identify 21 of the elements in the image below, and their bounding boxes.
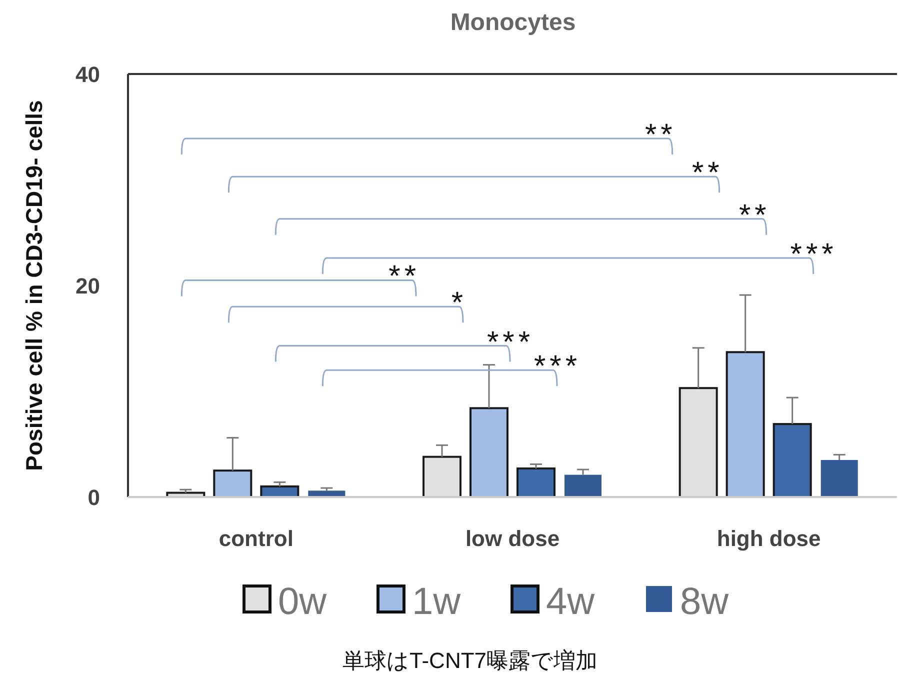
x-tick-label: low dose	[465, 526, 560, 551]
annotation: ***	[790, 238, 838, 272]
y-tick-label: 40	[76, 62, 100, 87]
legend-label: 4w	[546, 581, 596, 623]
annotation: *	[451, 286, 467, 320]
annotation: **	[738, 198, 770, 232]
annotation: ***	[486, 326, 534, 359]
y-tick-label: 0	[88, 485, 100, 510]
y-axis-title: Positive cell % in CD3-CD19- cells	[21, 100, 47, 471]
annotation: ***	[534, 350, 581, 384]
text: 単球はT-CNT7曝露で増加	[342, 648, 598, 673]
x-tick-label: high dose	[716, 526, 821, 551]
legend-label: 1w	[412, 581, 462, 623]
annotation: **	[644, 118, 676, 152]
x-tick-label: control	[218, 526, 294, 551]
chart-title: Monocytes	[450, 9, 576, 36]
y-tick-label: 20	[76, 274, 100, 298]
annotation: **	[388, 260, 420, 294]
legend-label: 0w	[278, 581, 328, 623]
legend-label: 8w	[680, 581, 730, 623]
annotation: **	[692, 156, 724, 190]
